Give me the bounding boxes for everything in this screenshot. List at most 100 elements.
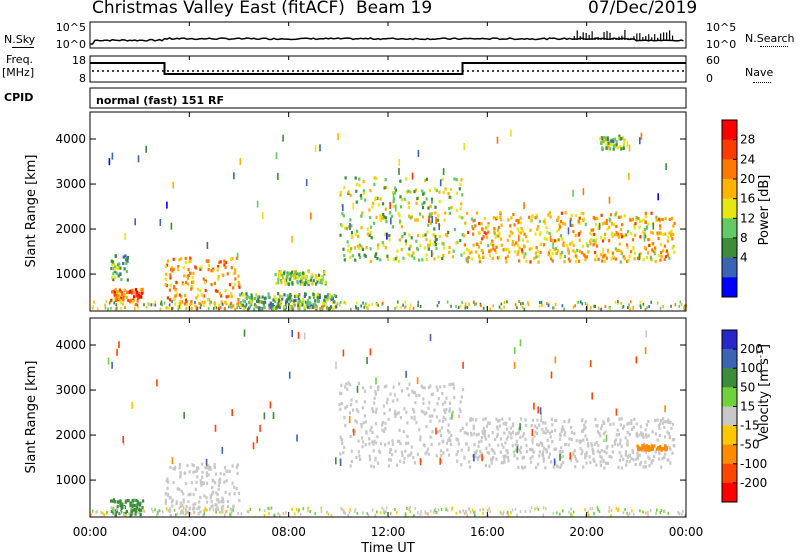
velocity-cell (422, 397, 425, 401)
power-cell (603, 259, 607, 263)
power-cell (499, 237, 503, 241)
power-cell (667, 235, 670, 239)
velocity-cell (369, 348, 372, 356)
velocity-cell (559, 465, 562, 470)
power-y-tick-label: 1000 (55, 267, 86, 281)
power-cell (656, 233, 660, 237)
power-cell (684, 304, 686, 308)
power-cell (567, 227, 570, 235)
velocity-cell (117, 500, 120, 504)
power-cell (204, 288, 207, 293)
noise-panel: 10^5 10^0 10^5 10^0 (56, 21, 736, 51)
velocity-cell (656, 438, 659, 442)
velocity-cell (445, 441, 449, 445)
velocity-cell (204, 508, 206, 512)
power-cell (468, 302, 470, 306)
velocity-cell (178, 506, 181, 510)
velocity-cell (488, 464, 491, 468)
power-cell (601, 239, 605, 243)
velocity-cell (113, 511, 116, 514)
power-cell (531, 215, 535, 219)
velocity-cell (362, 440, 365, 444)
velocity-cell (427, 386, 431, 390)
velocity-cell (460, 395, 463, 399)
power-cell (496, 256, 500, 260)
power-cell (576, 255, 579, 260)
velocity-cell (630, 456, 633, 460)
power-cell (587, 250, 590, 254)
power-cell (383, 186, 386, 190)
velocity-cell (119, 504, 122, 508)
velocity-cell (599, 463, 602, 468)
velocity-cell (363, 414, 366, 418)
power-cell (553, 239, 556, 243)
velocity-cell (129, 513, 132, 517)
power-cell (638, 253, 641, 261)
velocity-cell (516, 446, 519, 454)
velocity-cell (641, 432, 644, 436)
x-axis-ticks: 00:00 04:00 08:00 12:00 16:00 20:00 00:00 (73, 22, 703, 539)
power-cell (511, 239, 514, 244)
power-cell (136, 299, 139, 303)
power-cell (537, 260, 540, 264)
power-cell (190, 306, 193, 311)
velocity-cell (536, 426, 539, 430)
power-cell (463, 234, 466, 238)
velocity-cell (413, 461, 416, 465)
velocity-cell (340, 392, 343, 396)
power-cell (564, 222, 567, 226)
power-cell (277, 277, 280, 281)
velocity-cell (209, 465, 212, 469)
power-cell (312, 293, 315, 297)
power-cell (133, 291, 136, 295)
velocity-cell (574, 457, 577, 461)
power-cell (533, 256, 536, 260)
power-cell (202, 277, 205, 281)
power-cell (599, 137, 602, 141)
power-cell (539, 250, 542, 254)
power-cell (225, 260, 228, 265)
velocity-cell (422, 410, 425, 414)
velocity-cell (670, 426, 673, 430)
velocity-cell (373, 396, 376, 400)
power-cell (239, 158, 242, 166)
power-cell (628, 254, 631, 258)
power-cell (179, 300, 182, 304)
velocity-cell (445, 396, 448, 400)
velocity-cell (651, 459, 655, 463)
power-cell (524, 252, 527, 256)
power-cell (595, 254, 598, 258)
velocity-cell (361, 445, 364, 449)
velocity-cell (402, 430, 405, 434)
power-cell (448, 195, 451, 199)
power-cell (534, 251, 537, 255)
power-cell (567, 250, 570, 254)
velocity-cell (431, 430, 434, 434)
velocity-cell (545, 427, 548, 431)
velocity-cell (612, 422, 615, 426)
power-cell (572, 230, 575, 234)
velocity-cell (175, 500, 178, 504)
power-cell (414, 188, 417, 192)
power-cell (224, 265, 227, 270)
velocity-cell (409, 506, 411, 510)
velocity-cell (408, 507, 411, 511)
power-cell (299, 299, 302, 303)
velocity-cell (560, 429, 563, 433)
velocity-cell (658, 451, 661, 456)
velocity-cell (192, 493, 195, 497)
power-cell (373, 221, 376, 225)
velocity-cell (374, 410, 377, 414)
velocity-cell (431, 414, 434, 418)
velocity-cell (623, 424, 626, 428)
power-cell (205, 259, 208, 263)
power-cell (640, 132, 643, 140)
power-cell (467, 230, 470, 234)
x-tick-label: 04:00 (172, 525, 207, 539)
velocity-cell (626, 422, 629, 426)
power-cell (315, 282, 318, 286)
velocity-cell (320, 509, 323, 513)
power-cell (471, 225, 474, 229)
velocity-cell (650, 444, 653, 448)
velocity-cell (622, 511, 625, 515)
